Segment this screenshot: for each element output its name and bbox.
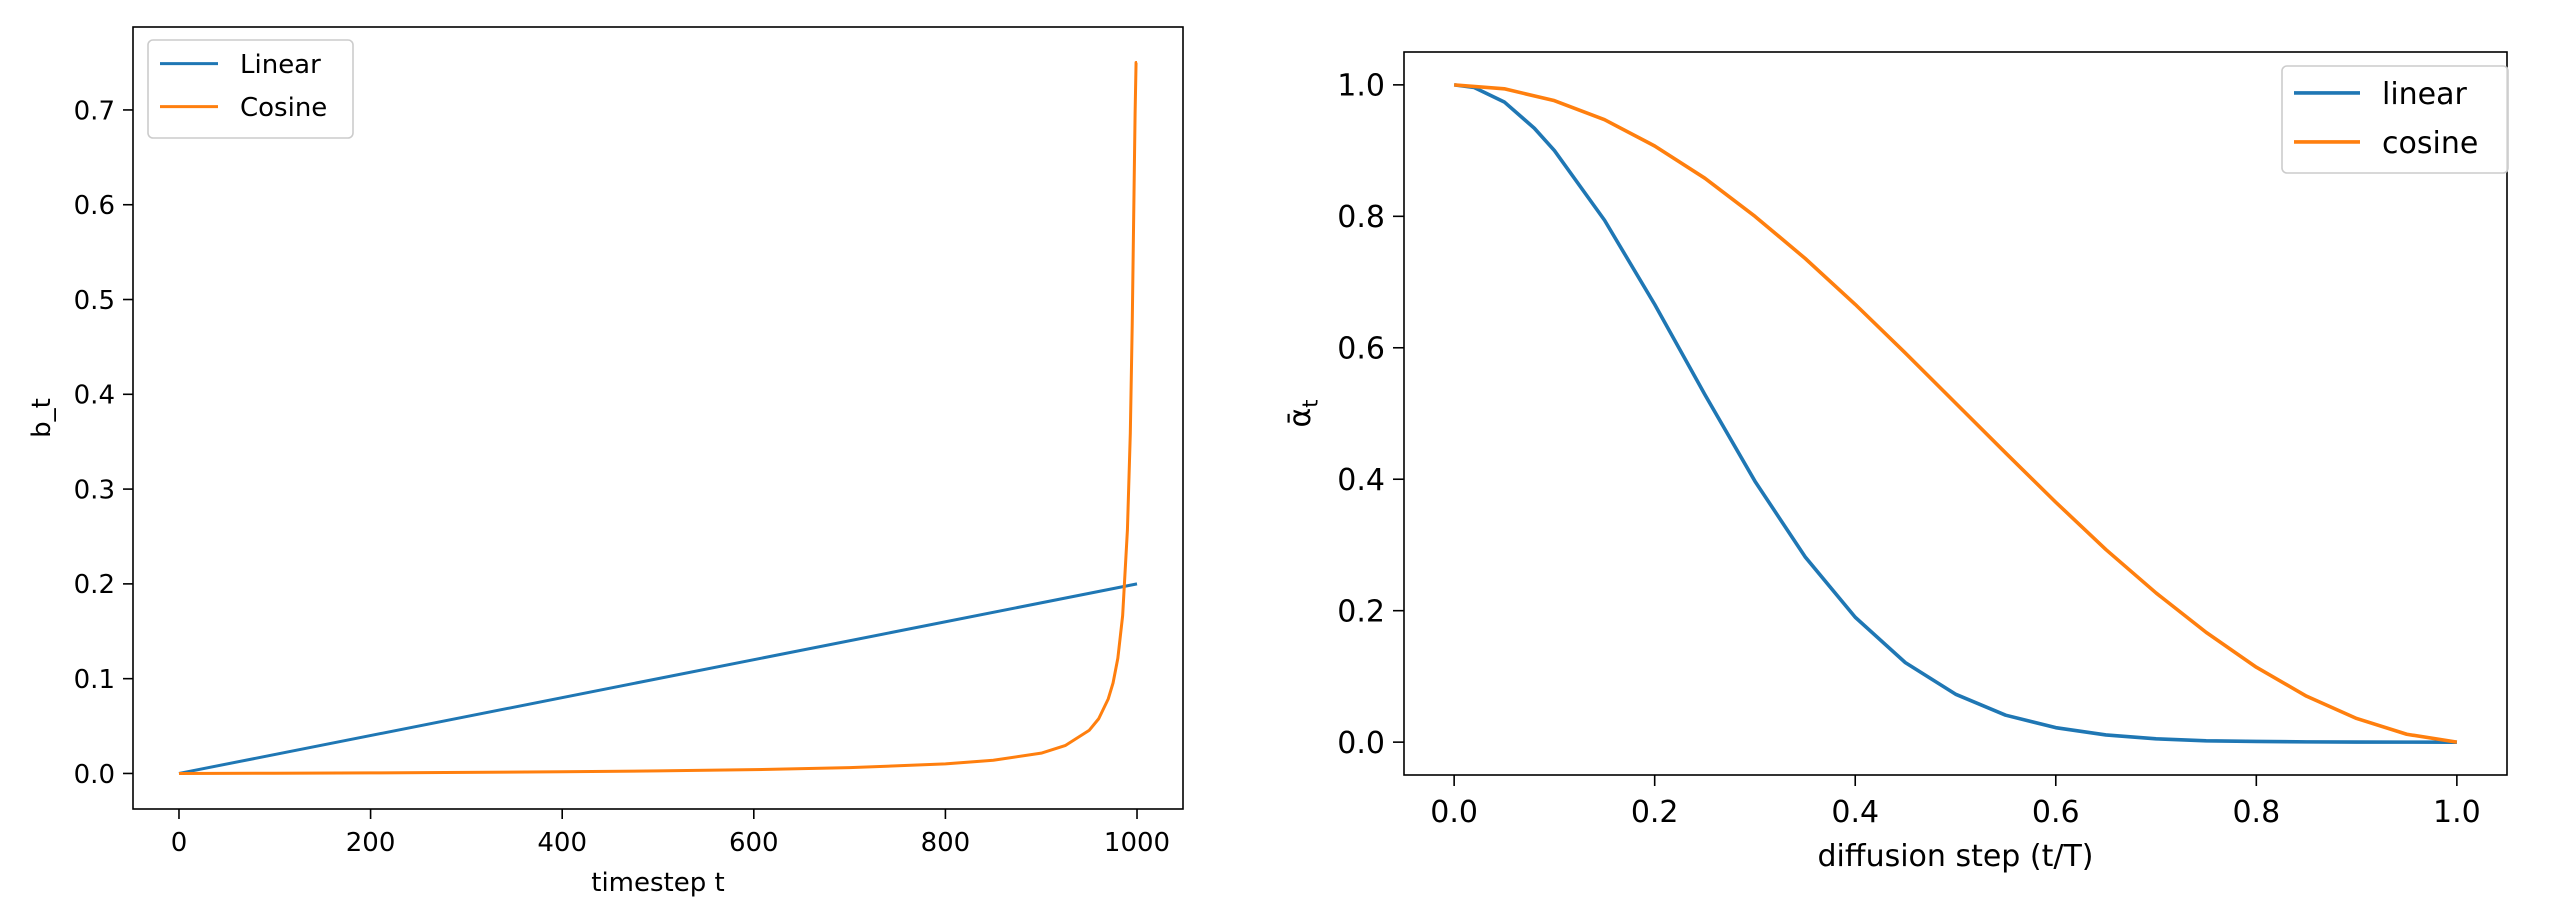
chart-right-alpha-bar: 0.0 0.2 0.4 0.6 0.8 1.0 0.0 0.2 0.4 0.6 0.8 1.0 diff… [1283,51,2509,874]
y-tick-label: 0.4 [1337,463,1385,498]
y-tick-label: 0.6 [1337,332,1385,367]
y-tick-label: 0.3 [74,475,115,505]
y-tick-label: 0.2 [1337,594,1385,629]
y-tick-label: 0.5 [74,286,115,316]
axes-frame [132,26,1184,810]
y-tick-label: 0.8 [1337,200,1385,235]
legend-label-cosine: Cosine [240,93,327,123]
x-tick-label: 0.8 [2232,795,2280,830]
y-axis-label: b_t [27,398,57,438]
x-tick-label: 1.0 [2433,795,2481,830]
x-tick-label: 200 [346,828,396,858]
y-tick-label: 0.1 [74,665,115,695]
x-tick-label: 0.0 [1430,795,1478,830]
chart-left-beta-schedule: 0 200 400 600 800 1000 0.0 0.1 0.2 0.3 0.4 0.5 0.6 0.… [27,26,1184,898]
x-tick-label: 0.2 [1631,795,1679,830]
y-tick-label: 1.0 [1337,69,1385,104]
y-tick-label: 0.2 [74,570,115,600]
x-tick-label: 1000 [1104,828,1170,858]
series-line-linear [1453,83,2457,744]
series-line-cosine [178,61,1138,775]
legend-label-linear: Linear [240,50,321,80]
y-tick-label: 0.7 [74,96,115,126]
x-axis-label: timestep t [591,868,724,898]
y-tick-label: 0.0 [74,760,115,790]
x-tick-label: 400 [537,828,587,858]
axes-frame [1403,51,2508,776]
x-tick-label: 600 [729,828,779,858]
x-tick-label: 0 [171,828,188,858]
legend-label-linear: linear [2382,77,2468,112]
y-tick-label: 0.4 [74,381,115,411]
y-tick-label: 0.0 [1337,726,1385,761]
series-line-linear [178,582,1138,775]
x-tick-label: 0.6 [2032,795,2080,830]
legend-label-cosine: cosine [2382,126,2478,161]
x-axis-label: diffusion step (t/T) [1818,839,2094,874]
x-tick-label: 0.4 [1831,795,1879,830]
x-tick-label: 800 [921,828,971,858]
y-tick-label: 0.6 [74,191,115,221]
series-line-cosine [1453,83,2458,744]
